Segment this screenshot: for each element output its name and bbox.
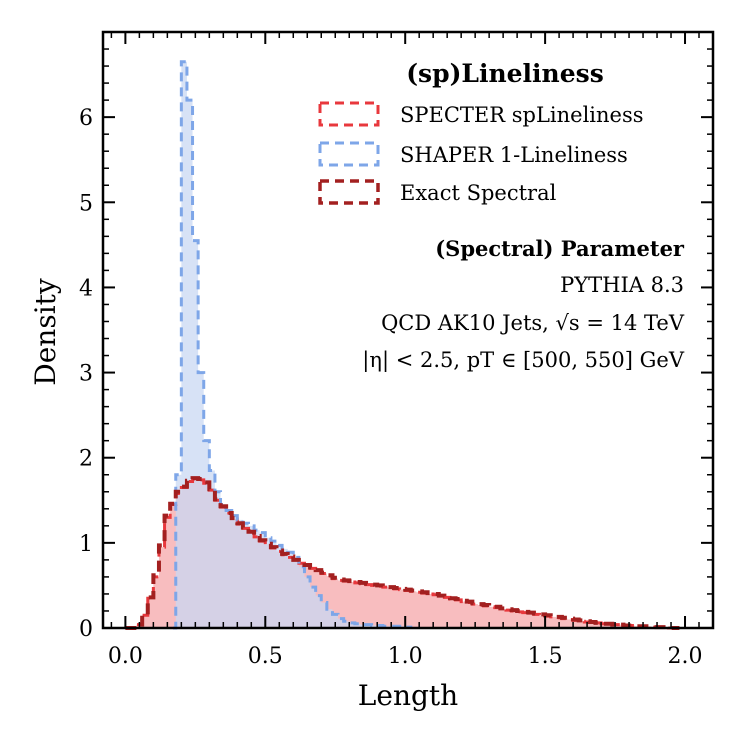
annotation-generator: PYTHIA 8.3: [560, 273, 684, 297]
y-tick-label: 2: [79, 447, 93, 472]
y-tick-label: 0: [79, 617, 93, 642]
y-tick-label: 6: [79, 106, 93, 131]
y-tick-label: 3: [79, 362, 93, 387]
legend-title: (sp)Lineliness: [406, 59, 604, 88]
shaper-1-lineliness-line: [172, 60, 413, 630]
specter-spllineliness-legend-swatch: [318, 101, 380, 127]
shaper-1-lineliness-legend-label: SHAPER 1-Lineliness: [400, 143, 628, 167]
shaper-1-lineliness-legend-swatch: [318, 141, 380, 167]
annotation-title: (Spectral) Parameter: [435, 236, 685, 261]
x-tick-label: 1.5: [528, 644, 563, 669]
legend-items: SPECTER spLineliness SHAPER 1-Lineliness E…: [318, 101, 644, 205]
exact-spectral-legend-swatch: [318, 179, 380, 205]
y-tick-label: 4: [79, 276, 93, 301]
annotation-cuts: |η| < 2.5, pT ∈ [500, 550] GeV: [362, 348, 685, 373]
ticks-layer: 0.0 0.5 1.0 1.5 2.0 0 1 2 3 4 5 6: [79, 32, 713, 669]
y-axis-label: Density: [29, 278, 62, 386]
exact-spectral-line: [125, 476, 680, 630]
annotation-block: (Spectral) Parameter PYTHIA 8.3 QCD AK10…: [362, 236, 685, 373]
x-tick-label: 0.0: [108, 644, 143, 669]
plot-frame: [101, 30, 715, 630]
annotation-jets: QCD AK10 Jets, √s = 14 TeV: [381, 311, 685, 335]
x-axis-label: Length: [358, 679, 458, 712]
specter-spllineliness-legend-label: SPECTER spLineliness: [400, 103, 644, 127]
x-tick-label: 1.0: [388, 644, 423, 669]
x-tick-label: 2.0: [668, 644, 703, 669]
y-tick-label: 1: [79, 532, 93, 557]
legend: (sp)Lineliness SPECTER spLineliness SHAPE…: [318, 59, 644, 205]
exact-spectral-legend-label: Exact Spectral: [400, 181, 557, 205]
series-layer: [125, 60, 680, 630]
y-tick-label: 5: [79, 191, 93, 216]
shaper-1-lineliness-fill: [172, 61, 411, 629]
x-tick-label: 0.5: [248, 644, 283, 669]
